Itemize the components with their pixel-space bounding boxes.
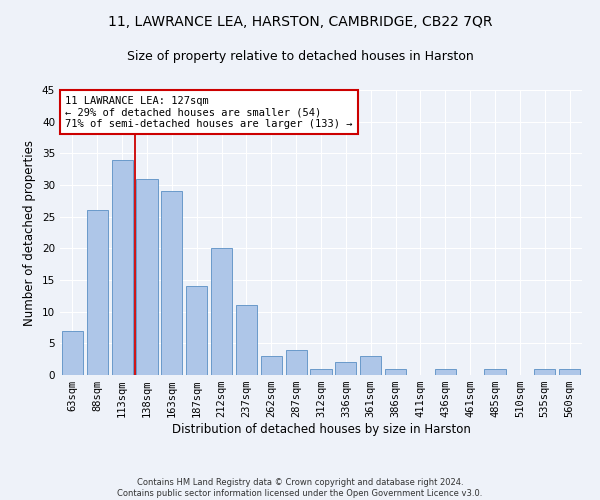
Bar	[211, 248, 232, 375]
Bar	[385, 368, 406, 375]
Bar	[236, 306, 257, 375]
Bar	[112, 160, 133, 375]
Bar	[559, 368, 580, 375]
Bar	[286, 350, 307, 375]
Y-axis label: Number of detached properties: Number of detached properties	[23, 140, 37, 326]
Bar	[534, 368, 555, 375]
Bar	[161, 192, 182, 375]
Bar	[261, 356, 282, 375]
X-axis label: Distribution of detached houses by size in Harston: Distribution of detached houses by size …	[172, 423, 470, 436]
Text: 11, LAWRANCE LEA, HARSTON, CAMBRIDGE, CB22 7QR: 11, LAWRANCE LEA, HARSTON, CAMBRIDGE, CB…	[108, 15, 492, 29]
Text: Contains HM Land Registry data © Crown copyright and database right 2024.
Contai: Contains HM Land Registry data © Crown c…	[118, 478, 482, 498]
Bar	[435, 368, 456, 375]
Bar	[310, 368, 332, 375]
Text: 11 LAWRANCE LEA: 127sqm
← 29% of detached houses are smaller (54)
71% of semi-de: 11 LAWRANCE LEA: 127sqm ← 29% of detache…	[65, 96, 353, 129]
Bar	[360, 356, 381, 375]
Bar	[484, 368, 506, 375]
Bar	[335, 362, 356, 375]
Bar	[186, 286, 207, 375]
Bar	[136, 178, 158, 375]
Bar	[87, 210, 108, 375]
Text: Size of property relative to detached houses in Harston: Size of property relative to detached ho…	[127, 50, 473, 63]
Bar	[62, 330, 83, 375]
